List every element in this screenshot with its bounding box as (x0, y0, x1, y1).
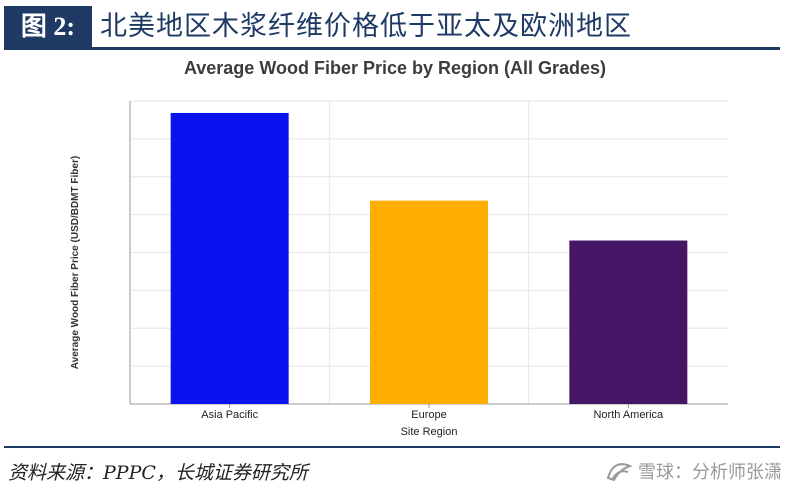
figure-header: 图 2: 北美地区木浆纤维价格低于亚太及欧洲地区 (4, 6, 780, 50)
bar-asia-pacific (170, 112, 289, 405)
watermark: 雪球：分析师张潇 (606, 458, 782, 484)
figure-title: 北美地区木浆纤维价格低于亚太及欧洲地区 (100, 11, 632, 42)
footer-divider (4, 446, 780, 448)
snowball-logo-icon (606, 463, 632, 482)
figure-label: 图 2: (4, 6, 92, 47)
chart-title: Average Wood Fiber Price by Region (All … (183, 58, 607, 78)
bar-europe (370, 200, 488, 404)
y-axis-label: Average Wood Fiber Price (USD/BDMT Fiber… (70, 156, 81, 369)
bar-north-america (569, 240, 688, 404)
x-axis-label: Site Region (401, 426, 458, 438)
source-note: 资料来源：PPPC，长城证券研究所 (8, 462, 308, 484)
watermark-text: 雪球：分析师张潇 (638, 462, 782, 483)
x-tick-label: Asia Pacific (201, 409, 258, 421)
x-tick-label: Europe (411, 409, 446, 421)
x-tick-label: North America (593, 409, 664, 421)
